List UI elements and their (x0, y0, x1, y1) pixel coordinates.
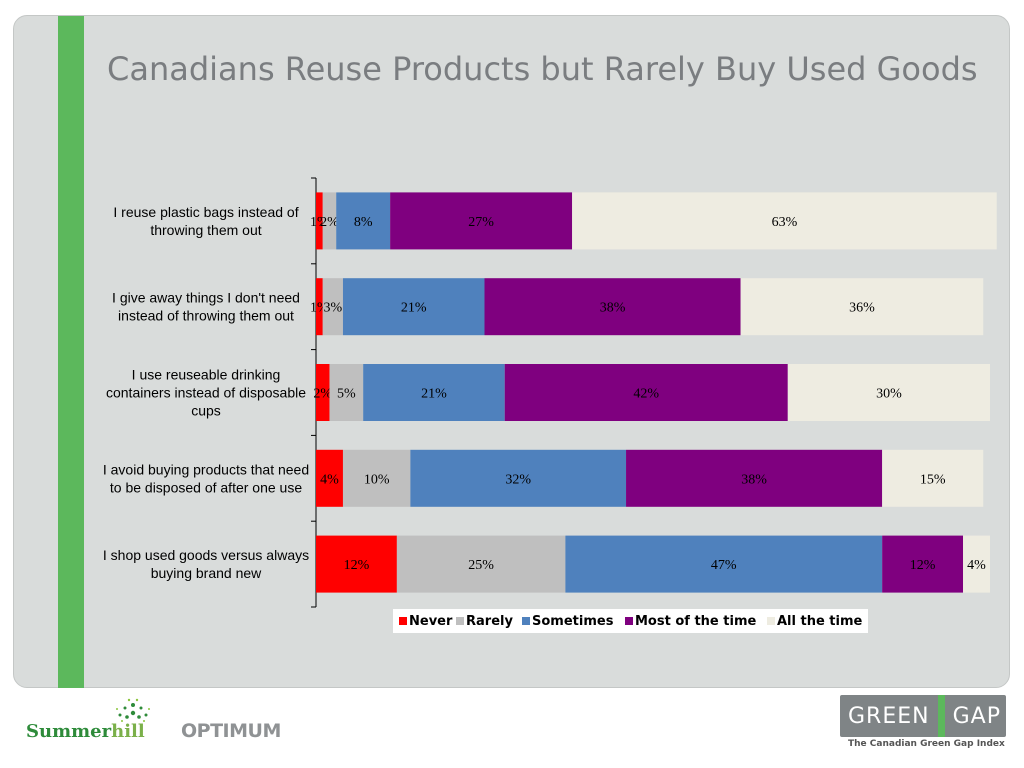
data-label: 5% (337, 387, 356, 402)
data-label: 42% (633, 387, 659, 402)
greengap-left: GREEN (848, 703, 930, 729)
bar-segment (316, 278, 323, 336)
bar-segment (740, 278, 984, 336)
category-label-line: I use reuseable drinking (132, 367, 281, 383)
legend-label: Sometimes (532, 614, 614, 629)
category-label-line: I give away things I don't need (112, 290, 300, 306)
category-label-line: containers instead of disposable (106, 385, 306, 401)
category-label-line: I reuse plastic bags instead of (113, 204, 298, 220)
data-label: 21% (421, 387, 447, 402)
bar-segment (484, 278, 741, 336)
bar-segment (322, 192, 337, 250)
data-label: 63% (772, 215, 798, 230)
legend-label: Most of the time (635, 614, 756, 629)
summerhill-logo: Summerhill (26, 721, 145, 742)
bar-segment (572, 192, 997, 250)
summerhill-sun-icon (116, 698, 150, 722)
legend-swatch (522, 617, 530, 625)
bar-segment (316, 535, 397, 593)
data-label: 12% (910, 558, 936, 573)
bar-segment (410, 449, 627, 507)
bar-segment (316, 364, 330, 421)
bar-segment (396, 535, 566, 593)
category-label-line: buying brand new (151, 565, 262, 581)
data-label: 32% (505, 472, 531, 487)
legend-label: All the time (777, 614, 863, 629)
bar-segment (626, 449, 883, 507)
category-label: I reuse plastic bags instead of throwing … (113, 204, 298, 238)
bar-segment (363, 364, 505, 421)
bar-segment (329, 364, 364, 421)
greengap-right: GAP (952, 703, 1001, 729)
greengap-logo: GREEN GAP (840, 695, 1006, 737)
legend-swatch (456, 617, 464, 625)
bar-segment (882, 449, 984, 507)
category-label-line: to be disposed of after one use (110, 479, 302, 495)
category-label: I shop used goods versus always buying br… (103, 547, 309, 581)
category-label-line: throwing them out (150, 222, 261, 238)
category-label: I avoid buying products that need to be d… (103, 461, 309, 495)
legend-swatch (625, 617, 633, 625)
bar-segment (882, 535, 964, 593)
bar-segment (322, 278, 343, 336)
legend-swatch (767, 617, 775, 625)
data-label: 8% (354, 215, 373, 230)
bar-segment (963, 535, 990, 593)
accent-bar (58, 16, 84, 688)
data-label: 47% (711, 558, 737, 573)
data-label: 15% (920, 472, 946, 487)
bar-segment (336, 192, 391, 250)
data-label: 4% (967, 558, 986, 573)
stacked-bar-chart: 1%2% 8% 27% 63%I reuse plastic bags instead… (103, 177, 997, 633)
data-label: 3% (324, 301, 343, 316)
bar-segment (565, 535, 883, 593)
bar-segment (787, 364, 990, 421)
category-label: I give away things I don't need instead o… (112, 290, 300, 324)
category-label-line: I shop used goods versus always (103, 547, 309, 563)
data-label: 38% (600, 301, 626, 316)
bar-segment (390, 192, 573, 250)
data-label: 12% (344, 558, 370, 573)
data-label: 36% (849, 301, 875, 316)
data-label: 25% (468, 558, 494, 573)
category-label: I use reuseable drinking containers inste… (106, 367, 306, 419)
data-label: 10% (364, 472, 390, 487)
data-label: 4% (320, 472, 339, 487)
bar-segment (316, 449, 343, 507)
category-label-line: instead of throwing them out (118, 308, 294, 324)
greengap-divider (937, 695, 945, 737)
data-label: 2% (320, 215, 339, 230)
data-label: 27% (468, 215, 494, 230)
category-label-line: cups (191, 403, 221, 419)
legend-swatch (399, 617, 407, 625)
greengap-tagline: The Canadian Green Gap Index (848, 739, 1005, 749)
bar-segment (316, 192, 323, 250)
bar-segment (342, 278, 485, 336)
data-label: 2% (313, 387, 332, 402)
page-title: Canadians Reuse Products but Rarely Buy … (107, 50, 978, 88)
bar-segment (504, 364, 788, 421)
data-label: 21% (401, 301, 427, 316)
category-label-line: I avoid buying products that need (103, 461, 309, 477)
legend-label: Never (409, 614, 453, 629)
data-label: 30% (876, 387, 902, 402)
legend-label: Rarely (466, 614, 513, 629)
optimum-logo: OPTIMUM (181, 720, 281, 742)
bar-segment (342, 449, 411, 507)
data-label: 38% (741, 472, 767, 487)
